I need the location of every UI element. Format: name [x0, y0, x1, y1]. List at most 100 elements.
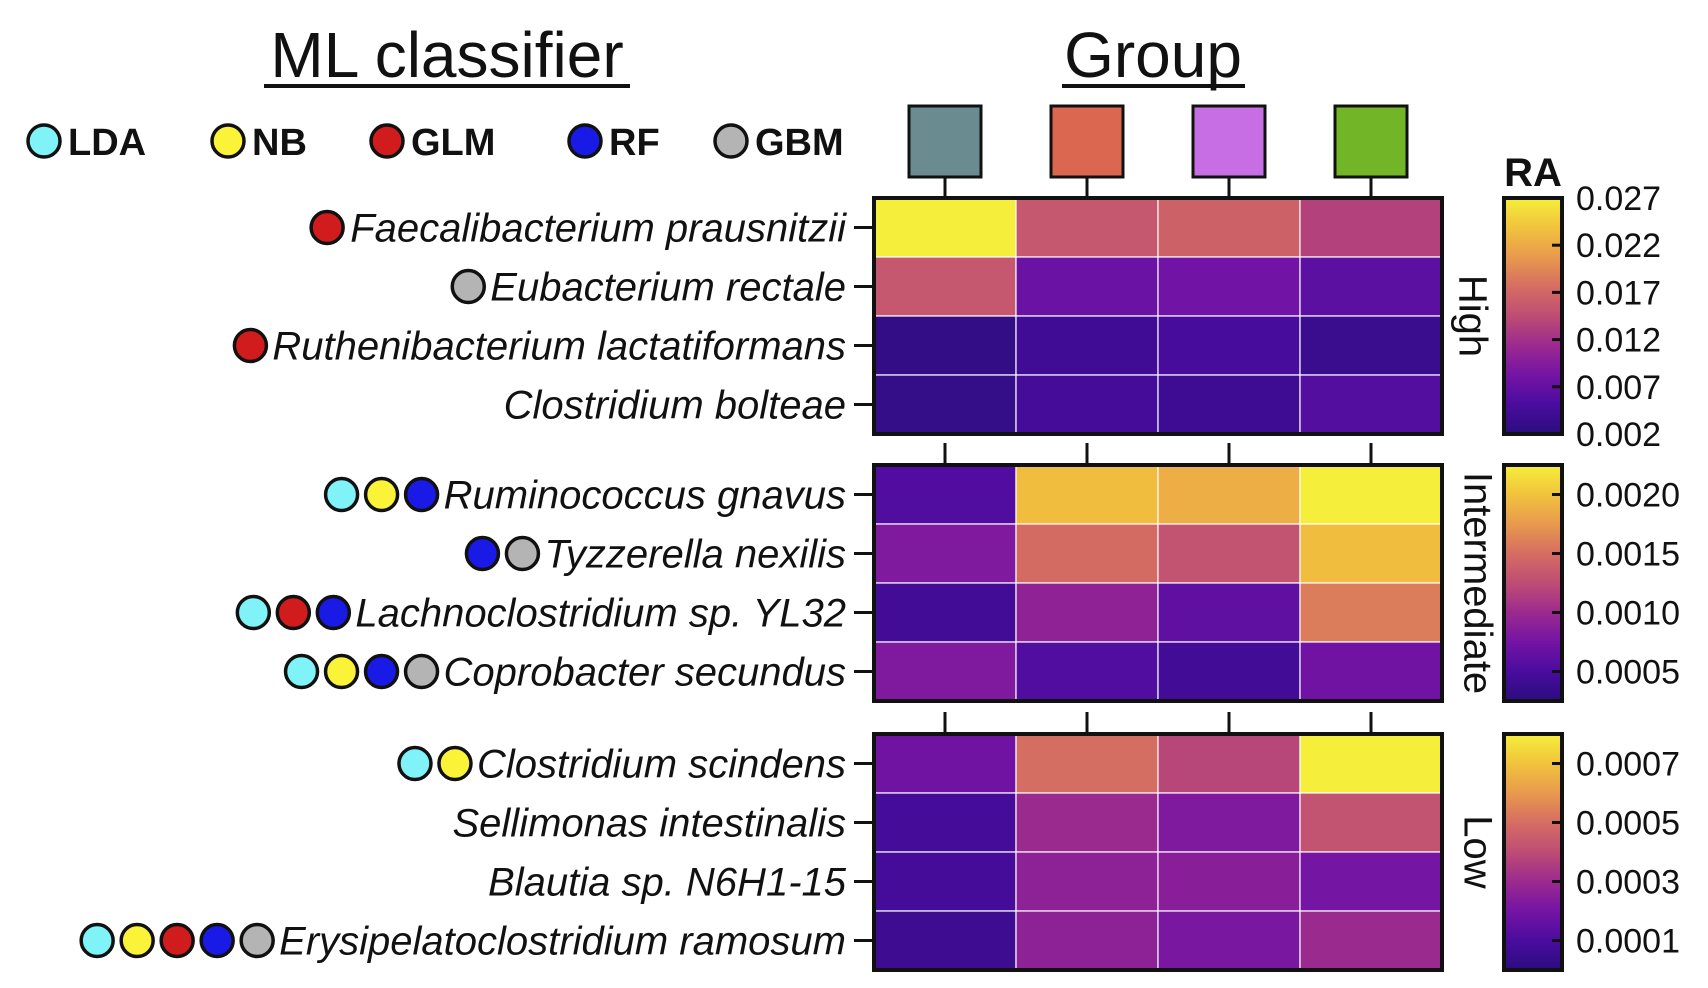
- cell-ruthenibacterium-lactatiformans-g2: [1015, 315, 1159, 376]
- cell-lachnoclostridium-sp-yl32-g3: [1157, 582, 1301, 643]
- cell-coprobacter-secundus-g2: [1015, 641, 1159, 702]
- cell-ruminococcus-gnavus-g1: [873, 464, 1017, 525]
- cell-ruminococcus-gnavus-g3: [1157, 464, 1301, 525]
- classifier-dot-rf: [363, 653, 400, 690]
- cell-coprobacter-secundus-g3: [1157, 641, 1301, 702]
- legend-item-gbm: GBM: [713, 122, 844, 164]
- colorbar-tick-label: 0.017: [1576, 274, 1661, 312]
- cell-clostridium-bolteae-g1: [873, 374, 1017, 435]
- cell-ruthenibacterium-lactatiformans-g4: [1299, 315, 1443, 376]
- legend-marker-rf: [567, 123, 603, 159]
- cell-ruminococcus-gnavus-g4: [1299, 464, 1443, 525]
- colorbar-tick-label: 0.012: [1576, 322, 1661, 360]
- cell-lachnoclostridium-sp-yl32-g4: [1299, 582, 1443, 643]
- cell-lachnoclostridium-sp-yl32-g1: [873, 582, 1017, 643]
- colorbar-tick-label: 0.002: [1576, 416, 1661, 454]
- colorbar-tick-label: 0.0010: [1576, 595, 1680, 633]
- cell-erysipelatoclostridium-ramosum-g1: [873, 910, 1017, 971]
- classifier-dot-nb: [437, 745, 473, 782]
- legend-marker-nb: [210, 123, 246, 159]
- cell-eubacterium-rectale-g1: [873, 256, 1017, 317]
- colorbar-low: 0.0007 0.0005 0.0003 0.0001: [1502, 732, 1680, 972]
- band-label-low: Low: [1455, 815, 1499, 888]
- colorbar-tick-label: 0.0005: [1576, 654, 1680, 692]
- group-swatch-2: [1049, 104, 1125, 179]
- cell-faecalibacterium-prausnitzii-g4: [1299, 197, 1443, 258]
- group-swatch-3: [1191, 104, 1267, 179]
- cell-ruthenibacterium-lactatiformans-g1: [873, 315, 1017, 376]
- classifier-dot-nb: [119, 922, 155, 959]
- colorbar-tick-label: 0.022: [1576, 227, 1661, 265]
- cell-clostridium-scindens-g1: [873, 733, 1017, 794]
- heatmap-panels: Faecalibacterium prausnitzii Eubacterium …: [79, 196, 1499, 972]
- cell-sellimonas-intestinalis-g4: [1299, 792, 1443, 853]
- legend-item-glm: GLM: [369, 122, 495, 164]
- species-label-ruminococcus-gnavus: Ruminococcus gnavus: [444, 474, 846, 518]
- legend-marker-lda: [26, 123, 62, 159]
- colorbar-tick-label: 0.0005: [1576, 805, 1680, 843]
- cell-clostridium-scindens-g4: [1299, 733, 1443, 794]
- legend-label-rf: RF: [609, 122, 660, 164]
- cell-ruthenibacterium-lactatiformans-g3: [1157, 315, 1301, 376]
- legend-label-nb: NB: [252, 122, 307, 164]
- species-label-coprobacter-secundus: Coprobacter secundus: [444, 651, 846, 695]
- cell-sellimonas-intestinalis-g3: [1157, 792, 1301, 853]
- cell-blautia-sp-n6h1-15-g2: [1015, 851, 1159, 912]
- classifier-dot-lda: [397, 745, 433, 782]
- cell-blautia-sp-n6h1-15-g1: [873, 851, 1017, 912]
- group-header: Group: [1064, 19, 1242, 91]
- cell-clostridium-scindens-g3: [1157, 733, 1301, 794]
- colorbar-gradient: [1502, 196, 1564, 436]
- legend-item-rf: RF: [567, 122, 660, 164]
- cell-sellimonas-intestinalis-g1: [873, 792, 1017, 853]
- legend-marker-glm: [369, 123, 405, 159]
- classifier-dot-glm: [275, 594, 312, 631]
- legend-item-nb: NB: [210, 122, 307, 164]
- classifier-dot-rf: [464, 535, 501, 572]
- species-label-ruthenibacterium-lactatiformans: Ruthenibacterium lactatiformans: [272, 325, 846, 369]
- cell-blautia-sp-n6h1-15-g3: [1157, 851, 1301, 912]
- legend-label-glm: GLM: [411, 122, 495, 164]
- colorbar-intermediate: 0.0020 0.0015 0.0010 0.0005: [1502, 463, 1680, 703]
- cell-erysipelatoclostridium-ramosum-g4: [1299, 910, 1443, 971]
- cell-clostridium-bolteae-g3: [1157, 374, 1301, 435]
- classifier-dot-nb: [363, 476, 400, 513]
- cell-clostridium-scindens-g2: [1015, 733, 1159, 794]
- cell-coprobacter-secundus-g4: [1299, 641, 1443, 702]
- species-label-faecalibacterium-prausnitzii: Faecalibacterium prausnitzii: [350, 207, 847, 251]
- colorbar-tick-label: 0.0015: [1576, 536, 1680, 574]
- species-label-erysipelatoclostridium-ramosum: Erysipelatoclostridium ramosum: [279, 920, 846, 964]
- species-label-lachnoclostridium-sp-yl32: Lachnoclostridium sp. YL32: [355, 592, 846, 636]
- classifier-dot-nb: [323, 653, 360, 690]
- band-label-intermediate: Intermediate: [1455, 472, 1499, 694]
- group-swatch-4: [1333, 104, 1409, 179]
- colorbar-tick-label: 0.007: [1576, 369, 1661, 407]
- colorbar-title: RA: [1504, 151, 1562, 195]
- panel-frame: [872, 732, 1444, 972]
- classifier-dot-gbm: [239, 922, 275, 959]
- classifier-dot-lda: [323, 476, 360, 513]
- classifier-dot-rf: [403, 476, 440, 513]
- panel-high: Faecalibacterium prausnitzii Eubacterium …: [232, 196, 1494, 436]
- cell-tyzzerella-nexilis-g3: [1157, 523, 1301, 584]
- species-label-clostridium-scindens: Clostridium scindens: [477, 743, 846, 787]
- species-label-tyzzerella-nexilis: Tyzzerella nexilis: [544, 533, 846, 577]
- cell-erysipelatoclostridium-ramosum-g2: [1015, 910, 1159, 971]
- panel-frame: [872, 196, 1444, 436]
- cell-blautia-sp-n6h1-15-g4: [1299, 851, 1443, 912]
- cell-clostridium-bolteae-g4: [1299, 374, 1443, 435]
- classifier-dot-rf: [315, 594, 352, 631]
- classifier-legend: LDA NB GLM RF GBM: [26, 122, 844, 164]
- cell-eubacterium-rectale-g3: [1157, 256, 1301, 317]
- classifier-dot-gbm: [450, 268, 487, 305]
- species-label-blautia-sp-n6h1-15: Blautia sp. N6H1-15: [488, 861, 847, 905]
- colorbar-tick-label: 0.027: [1576, 180, 1661, 218]
- cell-faecalibacterium-prausnitzii-g3: [1157, 197, 1301, 258]
- classifier-dot-gbm: [504, 535, 541, 572]
- group-swatches: [907, 104, 1409, 198]
- species-label-eubacterium-rectale: Eubacterium rectale: [490, 266, 846, 310]
- colorbar-tick-label: 0.0001: [1576, 923, 1680, 961]
- classifier-header: ML classifier: [270, 19, 623, 91]
- cell-coprobacter-secundus-g1: [873, 641, 1017, 702]
- species-label-clostridium-bolteae: Clostridium bolteae: [504, 384, 846, 428]
